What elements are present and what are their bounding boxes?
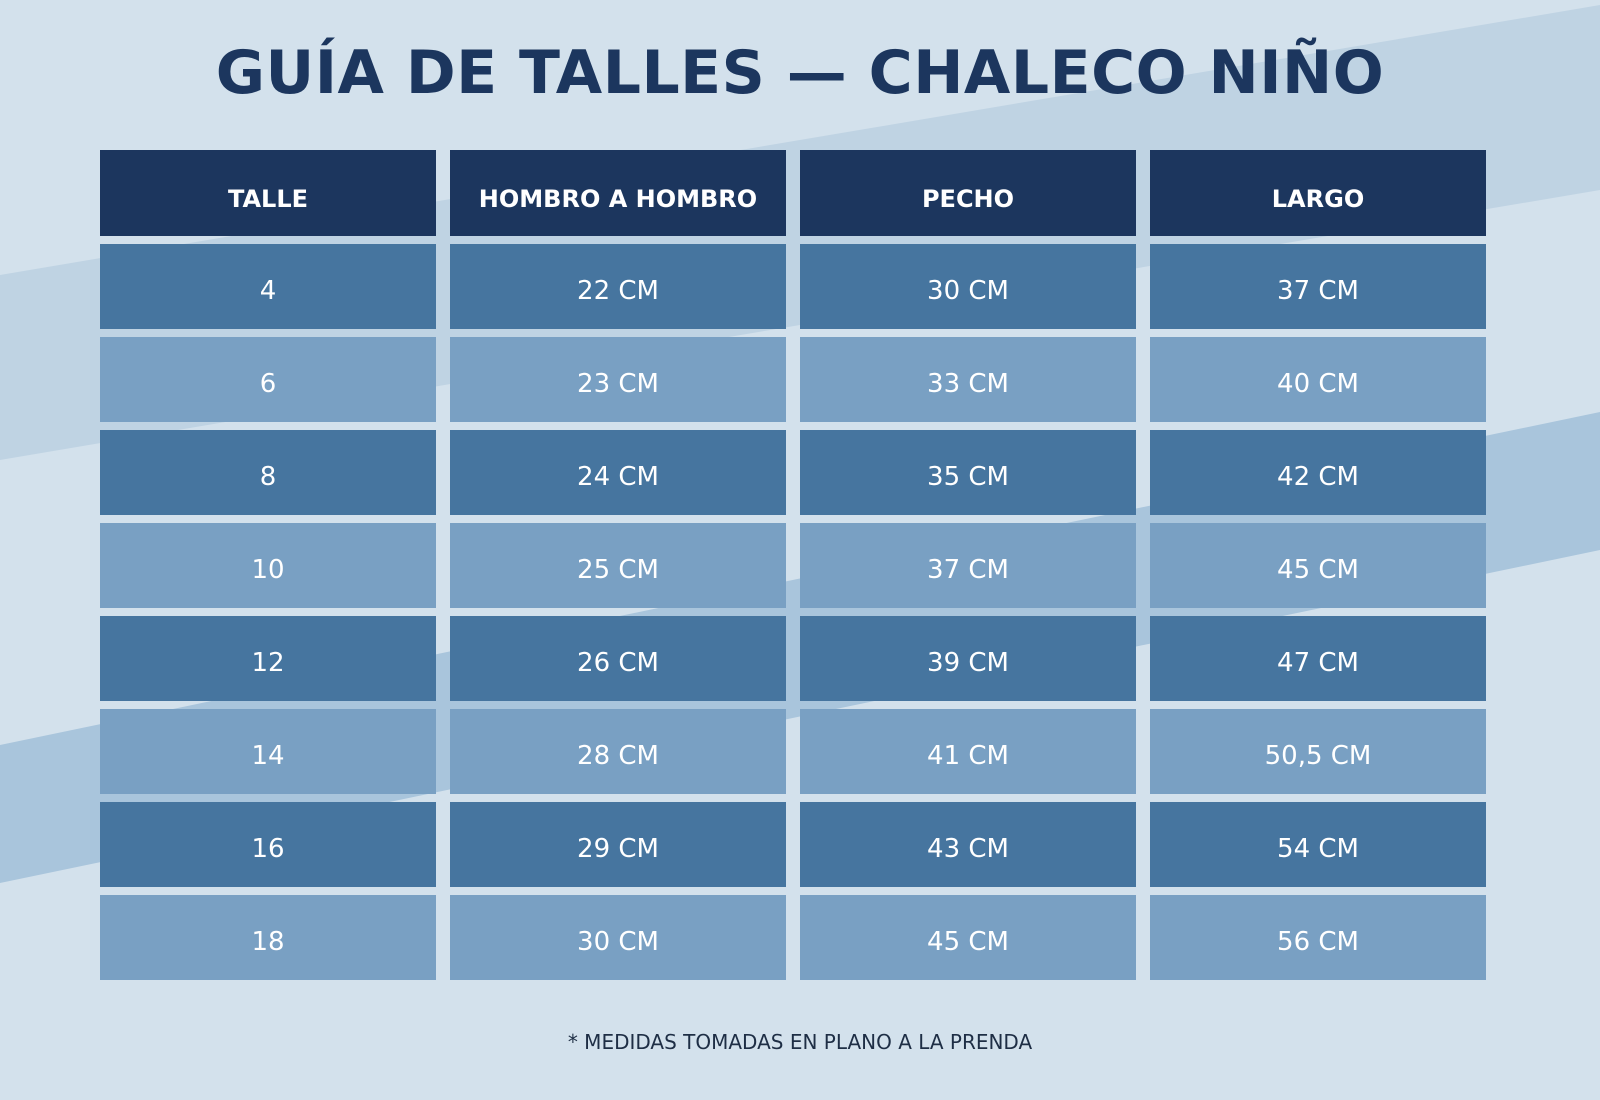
table-cell-pecho: 30 CM <box>800 244 1136 329</box>
table-cell-pecho: 41 CM <box>800 709 1136 794</box>
table-cell-hombro: 26 CM <box>450 616 786 701</box>
size-chart-table: TALLE HOMBRO A HOMBRO PECHO LARGO 4 22 C… <box>100 150 1486 980</box>
table-cell-pecho: 39 CM <box>800 616 1136 701</box>
table-cell-talle: 14 <box>100 709 436 794</box>
table-cell-largo: 37 CM <box>1150 244 1486 329</box>
table-cell-largo: 56 CM <box>1150 895 1486 980</box>
table-cell-largo: 47 CM <box>1150 616 1486 701</box>
column-header-pecho: PECHO <box>800 150 1136 236</box>
page-title: GUÍA DE TALLES — CHALECO NIÑO <box>215 38 1385 108</box>
table-cell-talle: 12 <box>100 616 436 701</box>
table-cell-pecho: 45 CM <box>800 895 1136 980</box>
table-cell-hombro: 23 CM <box>450 337 786 422</box>
table-cell-largo: 45 CM <box>1150 523 1486 608</box>
table-cell-talle: 4 <box>100 244 436 329</box>
table-cell-pecho: 33 CM <box>800 337 1136 422</box>
table-cell-largo: 54 CM <box>1150 802 1486 887</box>
table-cell-talle: 10 <box>100 523 436 608</box>
table-cell-hombro: 25 CM <box>450 523 786 608</box>
table-cell-pecho: 37 CM <box>800 523 1136 608</box>
table-cell-talle: 8 <box>100 430 436 515</box>
table-cell-largo: 42 CM <box>1150 430 1486 515</box>
table-cell-hombro: 30 CM <box>450 895 786 980</box>
column-header-talle: TALLE <box>100 150 436 236</box>
column-header-hombro-a-hombro: HOMBRO A HOMBRO <box>450 150 786 236</box>
table-cell-talle: 18 <box>100 895 436 980</box>
table-cell-talle: 16 <box>100 802 436 887</box>
column-header-largo: LARGO <box>1150 150 1486 236</box>
table-cell-pecho: 43 CM <box>800 802 1136 887</box>
table-cell-largo: 40 CM <box>1150 337 1486 422</box>
table-cell-hombro: 28 CM <box>450 709 786 794</box>
measurement-footnote: * MEDIDAS TOMADAS EN PLANO A LA PRENDA <box>567 1030 1033 1054</box>
table-cell-pecho: 35 CM <box>800 430 1136 515</box>
table-cell-talle: 6 <box>100 337 436 422</box>
table-cell-hombro: 24 CM <box>450 430 786 515</box>
table-cell-largo: 50,5 CM <box>1150 709 1486 794</box>
table-cell-hombro: 22 CM <box>450 244 786 329</box>
table-cell-hombro: 29 CM <box>450 802 786 887</box>
